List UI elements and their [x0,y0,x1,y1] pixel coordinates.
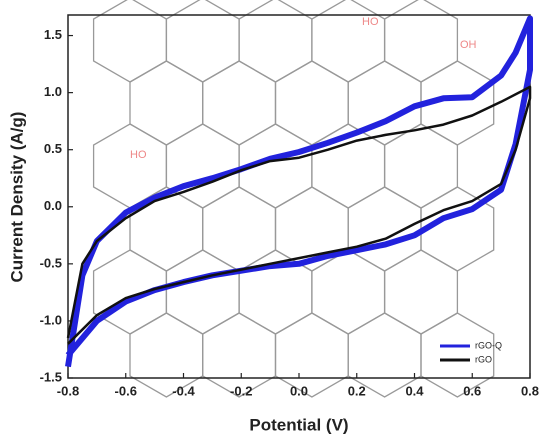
y-axis-label: Current Density (A/g) [7,112,26,283]
x-tick-label: -0.4 [172,383,195,398]
x-tick-label: -0.8 [57,383,79,398]
annotation: HO [362,16,379,28]
plot-frame [67,14,531,379]
y-tick-label: 1.0 [44,84,62,99]
annotation: OH [460,39,477,51]
hexagon [383,123,459,209]
hexagon [238,0,313,83]
y-tick-label: -1.5 [40,369,62,384]
hexagon [274,312,349,398]
hexagon [165,249,240,335]
hexagon [383,249,459,335]
hexagon [383,0,459,83]
y-tick-label: -1.0 [40,312,62,327]
y-tick-label: -0.5 [40,255,62,270]
x-tick-label: 0.0 [290,383,308,398]
hexagon [129,60,204,146]
x-tick-label: 0.2 [348,383,366,398]
hexagon [92,0,168,83]
hexagon [129,186,204,272]
legend-label: rGO-Q [475,340,502,350]
hexagon [311,0,386,83]
x-tick-label: 0.8 [521,383,539,398]
hexagon [202,186,277,272]
y-tick-label: 1.5 [44,27,62,42]
x-tick-label: 0.4 [405,383,424,398]
y-tick-label: 0.0 [44,198,62,213]
annotation: HO [130,149,147,161]
series-line [66,85,532,345]
y-tick-label: 0.5 [44,141,62,156]
hexagon [165,123,240,209]
hexagon [165,0,240,83]
hexagon [274,60,349,146]
hexagon [202,60,277,146]
x-tick-label: -0.6 [115,383,137,398]
legend-label: rGO [475,354,492,364]
hexagon [420,312,495,398]
x-tick-label: -0.2 [230,383,252,398]
hexagon [311,249,386,335]
x-axis-label: Potential (V) [249,415,348,434]
hexagon [347,186,422,272]
x-tick-label: 0.6 [463,383,481,398]
